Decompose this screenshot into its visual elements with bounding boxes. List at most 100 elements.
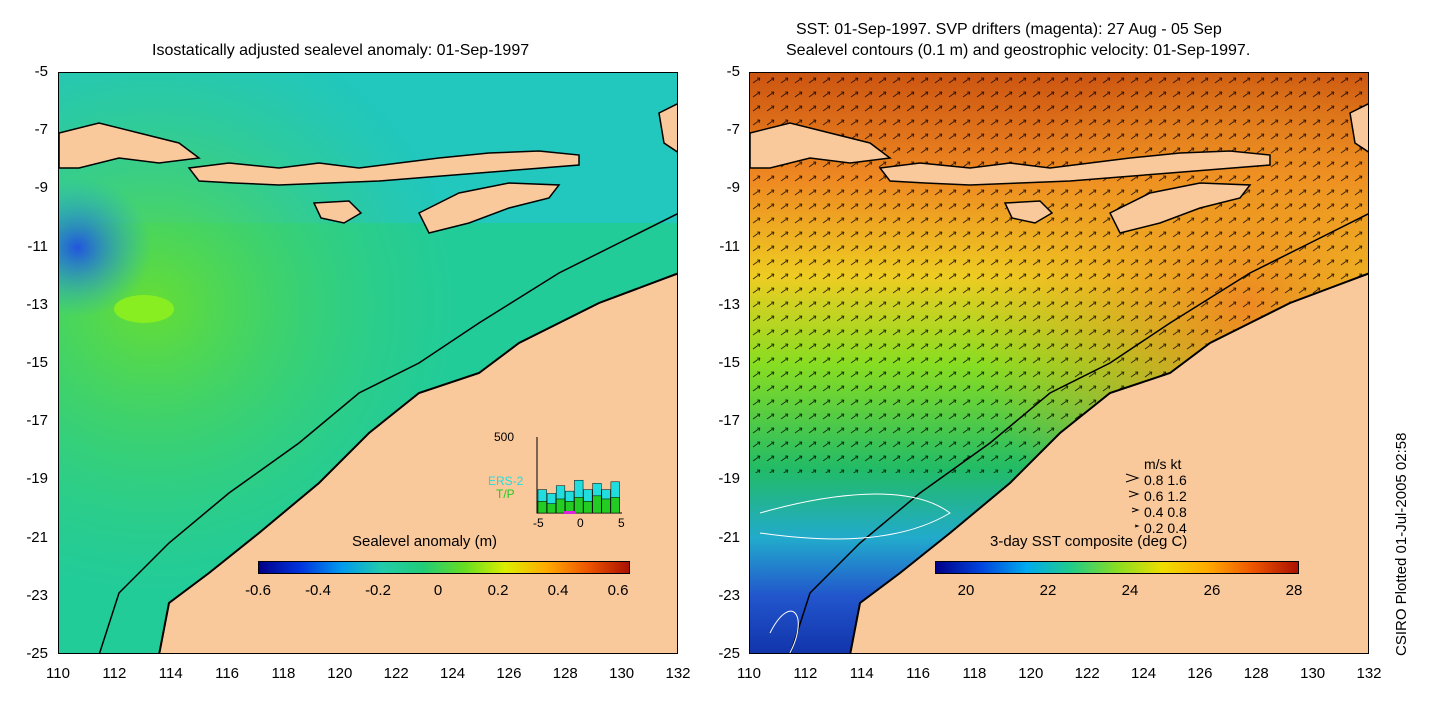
bathymetry-contour-sst: [789, 213, 1368, 653]
velocity-legend-arrows: [1125, 473, 1140, 528]
sla-high-blob: [114, 295, 174, 323]
left-map: [58, 72, 678, 654]
right-colorbar-tick-4: 28: [1285, 582, 1303, 599]
histogram-bar-tp: [583, 501, 593, 514]
histogram-xtick-right: 5: [618, 516, 625, 530]
right-y-tick-10: -25: [718, 645, 740, 662]
bathymetry-contour: [98, 213, 677, 653]
histogram-bar-tp: [546, 503, 556, 514]
left-y-tick-2: -9: [34, 179, 48, 197]
timor-island: [417, 182, 561, 234]
velocity-legend-row-2: 0.6 1.2: [1144, 488, 1187, 504]
left-y-tick-5: -15: [26, 354, 48, 371]
sumba-island: [312, 200, 363, 224]
right-x-tick-8: 126: [1187, 665, 1213, 682]
left-colorbar-tick-4: 0.2: [487, 582, 509, 599]
left-x-tick-5: 120: [327, 665, 353, 682]
java-island: [59, 122, 201, 169]
sumba-island-sst: [1003, 200, 1054, 224]
northwest-coastline-sst: [849, 272, 1368, 653]
java-island-sst: [750, 122, 892, 169]
left-colorbar: [258, 561, 630, 574]
velocity-legend-row-4: 0.2 0.4: [1144, 520, 1187, 536]
right-y-tick-9: -23: [718, 586, 740, 604]
histogram-legend-ers2: ERS-2: [488, 474, 524, 488]
right-x-tick-6: 122: [1074, 665, 1100, 682]
left-y-tick-6: -17: [26, 412, 48, 430]
right-map: [749, 72, 1369, 654]
right-x-tick-2: 114: [849, 665, 874, 682]
northern-islands-sst: [1349, 103, 1368, 153]
right-y-tick-6: -17: [718, 412, 740, 430]
left-x-tick-7: 124: [440, 665, 466, 682]
right-x-tick-7: 124: [1131, 665, 1157, 682]
right-y-tick-1: -7: [726, 121, 740, 139]
histogram-bar-tp: [592, 495, 602, 514]
left-map-svg: [59, 73, 677, 653]
histogram-inset: [536, 437, 622, 515]
left-colorbar-tick-6: 0.6: [607, 582, 629, 599]
right-x-tick-0: 110: [737, 665, 761, 682]
right-x-tick-10: 130: [1300, 665, 1326, 682]
histogram-xtick-mid: 0: [577, 516, 584, 530]
right-y-tick-5: -15: [718, 354, 740, 371]
right-y-tick-0: -5: [726, 63, 740, 80]
left-y-tick-8: -21: [26, 528, 48, 546]
histogram-legend-tp: T/P: [496, 487, 515, 501]
right-y-tick-8: -21: [718, 528, 740, 546]
left-y-tick-9: -23: [26, 586, 48, 604]
right-x-tick-3: 116: [906, 665, 931, 682]
northern-islands: [658, 103, 677, 153]
left-x-tick-6: 122: [383, 665, 409, 682]
histogram-bar-tp: [574, 497, 584, 514]
right-x-tick-11: 132: [1356, 665, 1382, 682]
left-x-tick-0: 110: [46, 665, 70, 682]
left-y-tick-0: -5: [34, 63, 48, 80]
left-y-tick-3: -11: [27, 237, 48, 255]
right-colorbar-tick-1: 22: [1039, 582, 1057, 599]
left-y-tick-10: -25: [26, 645, 48, 662]
right-map-svg: [750, 73, 1368, 653]
left-x-tick-9: 128: [552, 665, 578, 682]
right-colorbar-tick-2: 24: [1121, 582, 1139, 599]
velocity-legend: m/s kt 0.8 1.6 0.6 1.2 0.4 0.8 0.2 0.4: [1124, 456, 1224, 536]
left-y-tick-4: -13: [26, 295, 48, 313]
velocity-legend-header: m/s kt: [1144, 456, 1182, 472]
left-y-tick-7: -19: [26, 470, 48, 488]
left-colorbar-tick-2: -0.2: [365, 582, 391, 599]
left-colorbar-tick-3: 0: [433, 582, 443, 599]
left-x-tick-2: 114: [158, 665, 183, 682]
left-x-tick-10: 130: [609, 665, 635, 682]
left-colorbar-tick-0: -0.6: [245, 582, 271, 599]
left-x-tick-8: 126: [496, 665, 522, 682]
sealevel-contour-2: [759, 493, 951, 540]
left-x-tick-11: 132: [665, 665, 691, 682]
velocity-legend-row-1: 0.8 1.6: [1144, 472, 1187, 488]
right-panel-title-line1: SST: 01-Sep-1997. SVP drifters (magenta)…: [796, 21, 1222, 38]
right-x-tick-4: 118: [962, 665, 987, 682]
right-y-tick-3: -11: [719, 237, 740, 255]
right-y-tick-4: -13: [718, 295, 740, 313]
right-y-tick-7: -19: [718, 470, 740, 488]
histogram-xtick-left: -5: [533, 516, 544, 530]
histogram-bar-tp: [601, 498, 611, 514]
right-colorbar-tick-3: 26: [1203, 582, 1221, 599]
right-colorbar-tick-0: 20: [957, 582, 975, 599]
right-panel-title-line2: Sealevel contours (0.1 m) and geostrophi…: [786, 42, 1251, 59]
histogram-bar-tp: [537, 501, 547, 514]
left-colorbar-label: Sealevel anomaly (m): [352, 533, 498, 550]
right-x-tick-5: 120: [1018, 665, 1044, 682]
timor-island-sst: [1108, 182, 1252, 234]
lesser-sunda-islands-sst: [878, 150, 1271, 186]
histogram-bar-tp: [555, 498, 566, 514]
left-y-tick-1: -7: [34, 121, 48, 139]
velocity-legend-row-3: 0.4 0.8: [1144, 504, 1187, 520]
left-colorbar-tick-1: -0.4: [305, 582, 331, 599]
right-y-tick-2: -9: [726, 179, 740, 197]
right-colorbar-label: 3-day SST composite (deg C): [990, 533, 1188, 550]
left-x-tick-1: 112: [102, 665, 127, 682]
histogram-ymax-label: 500: [494, 430, 515, 444]
lesser-sunda-islands: [187, 150, 580, 186]
histogram-svg: [536, 437, 622, 514]
left-panel-title: Isostatically adjusted sealevel anomaly:…: [152, 42, 530, 59]
